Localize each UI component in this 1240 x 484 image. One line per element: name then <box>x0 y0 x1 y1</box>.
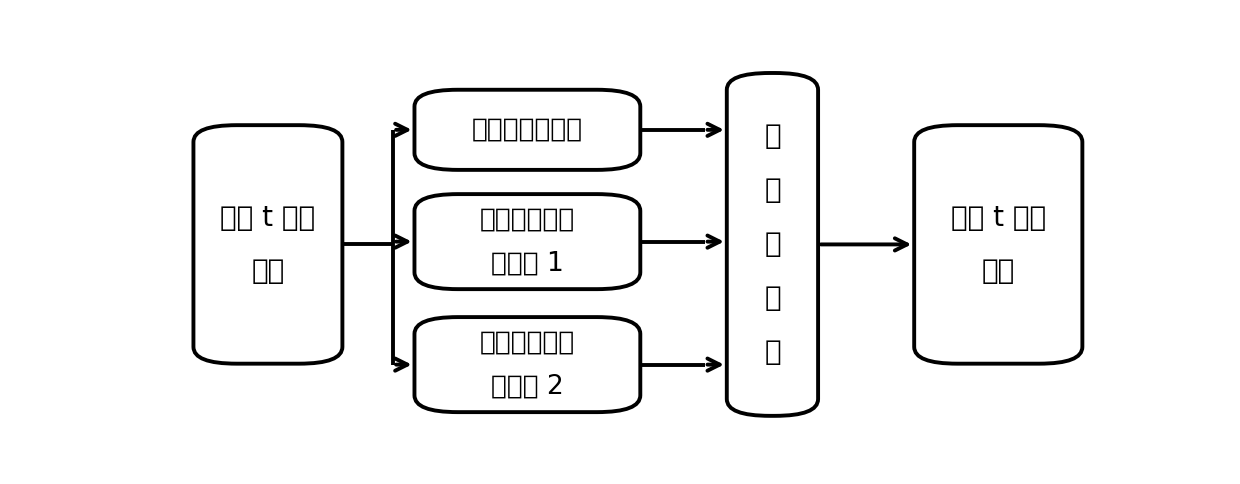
Text: 累: 累 <box>764 122 781 151</box>
Text: 函: 函 <box>764 285 781 313</box>
Text: 加: 加 <box>764 176 781 204</box>
FancyBboxPatch shape <box>414 317 640 412</box>
Text: 数据: 数据 <box>252 257 284 285</box>
Text: 比例环节子函数: 比例环节子函数 <box>472 117 583 143</box>
Text: 一阶惯性环节: 一阶惯性环节 <box>480 206 575 232</box>
FancyBboxPatch shape <box>193 125 342 363</box>
FancyBboxPatch shape <box>727 73 818 416</box>
FancyBboxPatch shape <box>414 194 640 289</box>
Text: 主: 主 <box>764 230 781 258</box>
Text: 子函数 2: 子函数 2 <box>491 374 564 400</box>
FancyBboxPatch shape <box>914 125 1083 363</box>
Text: 数: 数 <box>764 338 781 366</box>
Text: 子函数 1: 子函数 1 <box>491 251 564 277</box>
Text: 输出 t 时刻: 输出 t 时刻 <box>951 204 1045 232</box>
Text: 一阶惯性环节: 一阶惯性环节 <box>480 329 575 355</box>
Text: 读取 t 时刻: 读取 t 时刻 <box>221 204 315 232</box>
Text: 结果: 结果 <box>982 257 1014 285</box>
FancyBboxPatch shape <box>414 90 640 170</box>
